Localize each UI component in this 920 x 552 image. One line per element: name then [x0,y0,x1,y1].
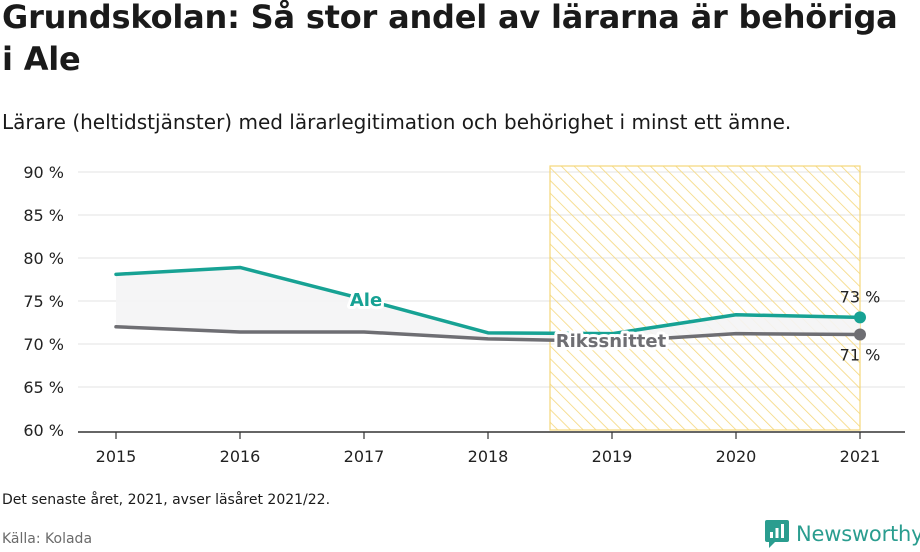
newsworthy-logo-icon [765,520,789,548]
line-chart: 60 %65 %70 %75 %80 %85 %90 % 2015 2016 201… [23,163,905,466]
y-tick-label: 80 % [23,249,64,268]
riksnitt-line [114,325,862,344]
footnote: Det senaste året, 2021, avser läsåret 20… [2,492,331,508]
x-axis: 2015 2016 2017 2018 2019 2020 2021 [78,431,905,466]
end-point-marker [854,311,866,324]
x-tick-label: 2018 [468,447,509,466]
x-tick-label: 2015 [96,447,137,466]
x-tick-label: 2016 [220,447,261,466]
end-point-marker [854,328,866,341]
y-tick-label: 90 % [23,163,64,182]
series-label-rikssnittet-halo: Rikssnittet [556,331,667,352]
source-text: Källa: Kolada [2,531,93,547]
y-tick-label: 85 % [23,206,64,225]
brand-logo: Newsworthy [764,519,920,549]
chart-subtitle: Lärare (heltidstjänster) med lärarlegiti… [2,110,792,134]
x-tick-label: 2021 [840,447,881,466]
gap-area [116,267,860,342]
y-tick-label: 70 % [23,335,64,354]
highlight-period [549,165,861,431]
series-label-rikssnittet: Rikssnittet [556,331,667,352]
ale-line [114,265,862,336]
brand-name: Newsworthy [796,522,920,546]
x-tick-label: 2019 [592,447,633,466]
chart-title: Grundskolan: Så stor andel av lärarna är… [2,0,898,78]
end-value-label-ale: 73 % [840,287,881,306]
x-tick-label: 2017 [344,447,385,466]
y-tick-label: 65 % [23,378,64,397]
y-tick-label: 75 % [23,292,64,311]
y-tick-label: 60 % [23,421,64,440]
end-value-label-rikssnittet: 71 % [840,346,881,365]
y-axis: 60 % 65 % 70 % 75 % 80 % 85 % 90 % [23,163,64,440]
series-label-ale-halo: Ale [350,290,382,311]
x-tick-label: 2020 [716,447,757,466]
series-label-ale: Ale [350,290,382,311]
